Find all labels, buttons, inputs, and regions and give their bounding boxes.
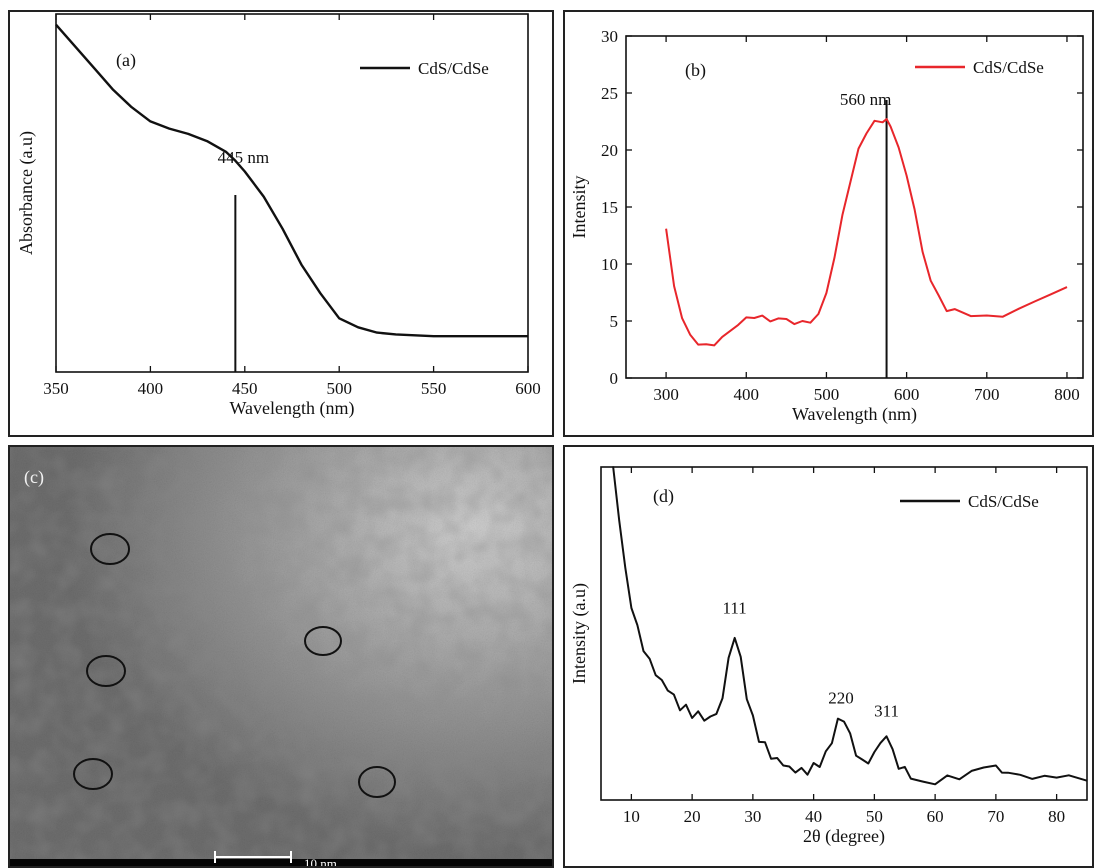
x-tick-label: 40 (805, 807, 822, 826)
y-tick-label: 10 (601, 255, 618, 274)
panel-c-tem-image: 10 nm (c) (8, 445, 554, 868)
scale-bar-label: 10 nm (304, 856, 337, 868)
series-line (665, 118, 1068, 347)
x-tick-label: 10 (623, 807, 640, 826)
panel-label: (d) (653, 486, 674, 507)
particle-circle (73, 758, 113, 790)
y-axis-title: Intensity (a.u) (569, 583, 590, 684)
panel-a-absorbance-chart: 350 400 450 500 550 600 Wavelength (nm) Absorba… (8, 10, 554, 437)
x-tick-label: 80 (1048, 807, 1065, 826)
y-tick-label: 15 (601, 198, 618, 217)
peak-label: 111 (723, 599, 747, 618)
y-tick-label: 30 (601, 27, 618, 46)
intensity-chart-svg: 300 400 500 600 700 800 0 5 10 15 20 25 30 Wavelength… (569, 27, 1084, 425)
x-axis-title: Wavelength (nm) (792, 404, 917, 425)
particle-circle (358, 766, 396, 798)
y-axis-title: Intensity (569, 176, 589, 239)
panel-label-c: (c) (24, 467, 44, 488)
particle-circle (90, 533, 130, 565)
x-tick-label: 500 (326, 379, 352, 398)
panel-d-xrd-chart: 10 20 30 40 50 60 70 80 2θ (degree) Intensity (a.… (563, 445, 1094, 868)
x-tick-label: 400 (138, 379, 164, 398)
panel-b-intensity-chart: 300 400 500 600 700 800 0 5 10 15 20 25 30 Wavelength… (563, 10, 1094, 437)
xrd-chart-svg: 10 20 30 40 50 60 70 80 2θ (degree) Intensity (a.… (569, 466, 1088, 847)
x-tick-label: 70 (987, 807, 1004, 826)
y-tick-label: 25 (601, 84, 618, 103)
x-tick-label: 500 (814, 385, 840, 404)
x-tick-label: 30 (744, 807, 761, 826)
legend-label: CdS/CdSe (968, 492, 1039, 511)
x-tick-label: 300 (653, 385, 679, 404)
marker-line-label: 560 nm (840, 90, 891, 109)
marker-line-label: 445 nm (218, 148, 269, 167)
x-tick-label: 450 (232, 379, 258, 398)
plot-frame (625, 35, 1084, 379)
x-tick-label: 600 (894, 385, 920, 404)
x-tick-label: 60 (927, 807, 944, 826)
particle-circle (86, 655, 126, 687)
tem-info-bar (10, 859, 552, 866)
legend-label: CdS/CdSe (418, 59, 489, 78)
x-tick-label: 20 (684, 807, 701, 826)
y-tick-label: 5 (610, 312, 619, 331)
y-tick-label: 0 (610, 369, 619, 388)
x-tick-label: 400 (734, 385, 760, 404)
series-line (55, 23, 528, 338)
y-tick-label: 20 (601, 141, 618, 160)
x-tick-label: 50 (866, 807, 883, 826)
plot-frame (600, 466, 1088, 801)
x-tick-label: 700 (974, 385, 1000, 404)
panel-label: (a) (116, 50, 136, 71)
peak-label: 311 (874, 702, 899, 721)
x-axis-title: 2θ (degree) (803, 826, 885, 847)
plot-frame (55, 13, 529, 373)
panel-label: (b) (685, 60, 706, 81)
x-tick-label: 800 (1054, 385, 1080, 404)
tem-particle-texture (10, 447, 552, 866)
x-tick-label: 600 (515, 379, 541, 398)
particle-circle (304, 626, 342, 656)
series-line (612, 466, 1088, 786)
y-axis-title: Absorbance (a.u) (16, 131, 37, 255)
tem-image-svg: 10 nm (c) (10, 447, 552, 868)
x-axis-title: Wavelength (nm) (229, 398, 354, 419)
legend-label: CdS/CdSe (973, 58, 1044, 77)
peak-label: 220 (828, 688, 854, 707)
x-tick-label: 550 (421, 379, 447, 398)
x-tick-label: 350 (43, 379, 69, 398)
absorbance-chart-svg: 350 400 450 500 550 600 Wavelength (nm) Absorba… (16, 13, 541, 419)
